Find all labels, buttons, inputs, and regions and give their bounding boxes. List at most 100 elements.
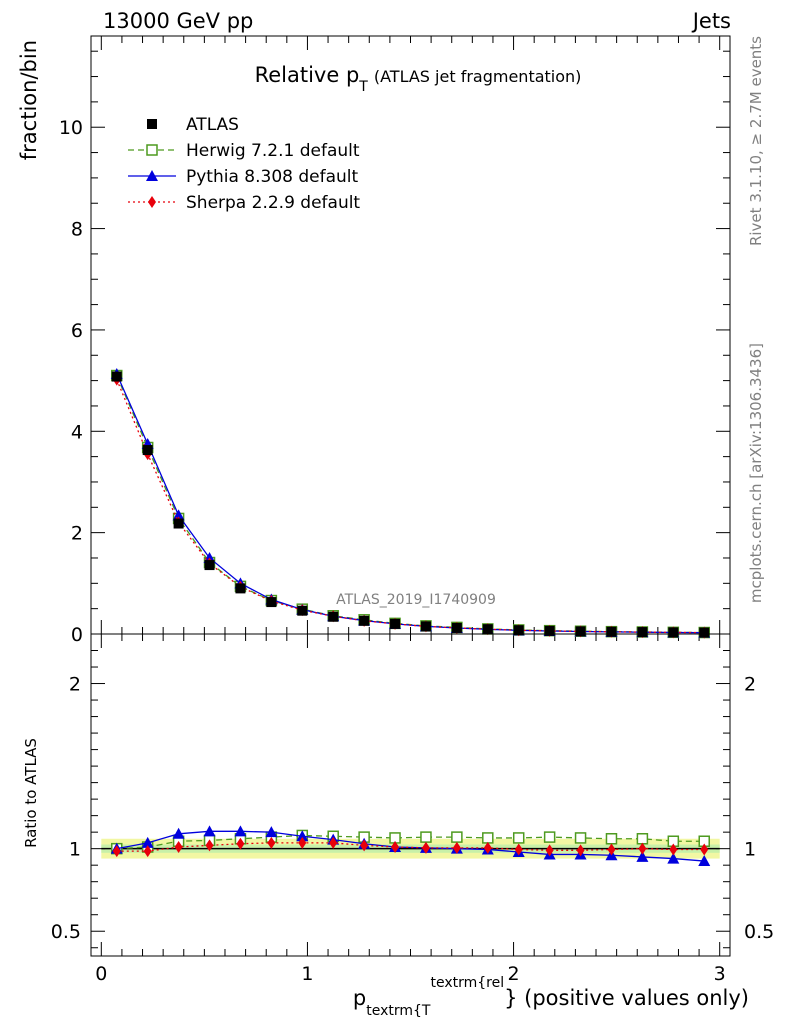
series-atlas	[111, 371, 710, 638]
x-tick-label: 3	[714, 963, 726, 985]
data-point	[147, 119, 157, 129]
data-point	[143, 845, 152, 858]
legend-label: ATLAS	[186, 115, 239, 135]
ratio-y-tick-label: 1	[69, 839, 81, 861]
data-point	[391, 841, 400, 854]
data-point	[512, 832, 525, 844]
data-point	[298, 836, 307, 849]
analysis-watermark: ATLAS_2019_I1740909	[336, 592, 496, 608]
data-point	[700, 843, 709, 856]
data-point	[638, 842, 647, 855]
ratio-y-tick-label: 2	[69, 674, 81, 696]
data-point	[482, 832, 494, 844]
legend-item: Pythia 8.308 default	[128, 167, 359, 187]
data-point	[265, 826, 278, 838]
data-point	[607, 843, 616, 856]
energy-label: 13000 GeV pp	[103, 9, 253, 33]
data-point	[360, 839, 369, 852]
data-point	[420, 831, 432, 843]
data-point	[637, 627, 648, 638]
data-point	[667, 852, 680, 864]
main-y-tick-label: 0	[71, 624, 83, 646]
data-point	[668, 627, 679, 638]
data-point	[545, 844, 554, 857]
legend-label: Sherpa 2.2.9 default	[186, 193, 360, 213]
ratio-axis-ticks: 0 1 2 3 0.5 0.5 1 1 2 2	[51, 633, 774, 985]
data-point	[297, 605, 308, 616]
data-point	[482, 624, 493, 635]
data-point	[146, 144, 158, 156]
data-point	[576, 844, 585, 857]
data-point	[234, 825, 247, 837]
ratio-uncertainty-band	[101, 838, 720, 859]
legend-item: Herwig 7.2.1 default	[128, 141, 360, 161]
main-y-tick-label: 4	[71, 421, 83, 443]
legend-item: ATLAS	[147, 115, 239, 135]
data-point	[451, 622, 462, 633]
main-y-tick-label: 8	[71, 219, 83, 241]
legend-label: Pythia 8.308 default	[186, 167, 359, 187]
series-line	[116, 830, 705, 862]
data-point	[146, 170, 158, 181]
data-point	[112, 845, 121, 858]
data-point	[544, 625, 555, 636]
data-point	[142, 445, 153, 456]
data-point	[204, 560, 215, 571]
data-point	[543, 831, 556, 843]
data-point	[267, 836, 276, 849]
data-point	[141, 836, 154, 848]
x-tick-label: 2	[508, 963, 520, 985]
main-panel-series	[110, 368, 711, 639]
data-point	[698, 855, 711, 867]
data-point	[451, 831, 463, 843]
ratio-y-tick-label-right: 1	[744, 839, 756, 861]
data-point	[699, 627, 710, 638]
legend-label: Herwig 7.2.1 default	[186, 141, 360, 161]
data-point	[606, 626, 617, 637]
mcplots-label: mcplots.cern.ch [arXiv:1306.3436]	[747, 343, 765, 603]
data-point	[266, 597, 277, 608]
data-point	[636, 833, 649, 845]
series-line	[116, 379, 705, 634]
data-point	[111, 371, 122, 382]
data-point	[203, 825, 216, 837]
main-y-tick-label: 10	[59, 117, 83, 139]
data-point	[329, 836, 338, 849]
legend: ATLAS Herwig 7.2.1 default Pythia 8.308 de…	[128, 115, 360, 213]
data-point	[359, 615, 370, 626]
data-point	[390, 618, 401, 629]
chart-title: Relative pT(ATLAS jet fragmentation)	[255, 63, 582, 95]
data-point	[148, 196, 156, 208]
data-point	[575, 626, 586, 637]
data-point	[574, 832, 587, 844]
data-point	[236, 837, 245, 850]
data-point	[174, 841, 183, 854]
data-point	[172, 827, 185, 839]
data-point	[483, 841, 492, 854]
x-axis-label: ptextrm{Ttextrm{rel} (positive values on…	[353, 975, 749, 1019]
legend-item: Sherpa 2.2.9 default	[128, 193, 360, 213]
main-axis-ticks: 0 2 4 6 8 10	[59, 36, 730, 646]
x-tick-label: 0	[95, 963, 107, 985]
data-point	[605, 833, 618, 845]
data-point	[514, 843, 523, 856]
data-point	[296, 830, 309, 842]
ratio-y-tick-label: 0.5	[51, 921, 81, 943]
data-point	[328, 611, 339, 622]
data-point	[513, 625, 524, 636]
category-label: Jets	[691, 9, 731, 33]
ratio-y-tick-label-right: 2	[744, 674, 756, 696]
ratio-y-axis-label: Ratio to ATLAS	[22, 738, 40, 848]
data-point	[636, 850, 649, 862]
ratio-panel-series	[110, 825, 711, 867]
data-point	[669, 843, 678, 856]
data-point	[452, 841, 461, 854]
data-point	[235, 583, 246, 594]
series-sherpa-2-2-9-default	[112, 836, 709, 858]
data-point	[420, 621, 431, 632]
data-point	[421, 841, 430, 854]
data-point	[205, 839, 214, 852]
ratio-panel-frame	[90, 633, 731, 957]
rivet-label: Rivet 3.1.10, ≥ 2.7M events	[747, 36, 765, 246]
